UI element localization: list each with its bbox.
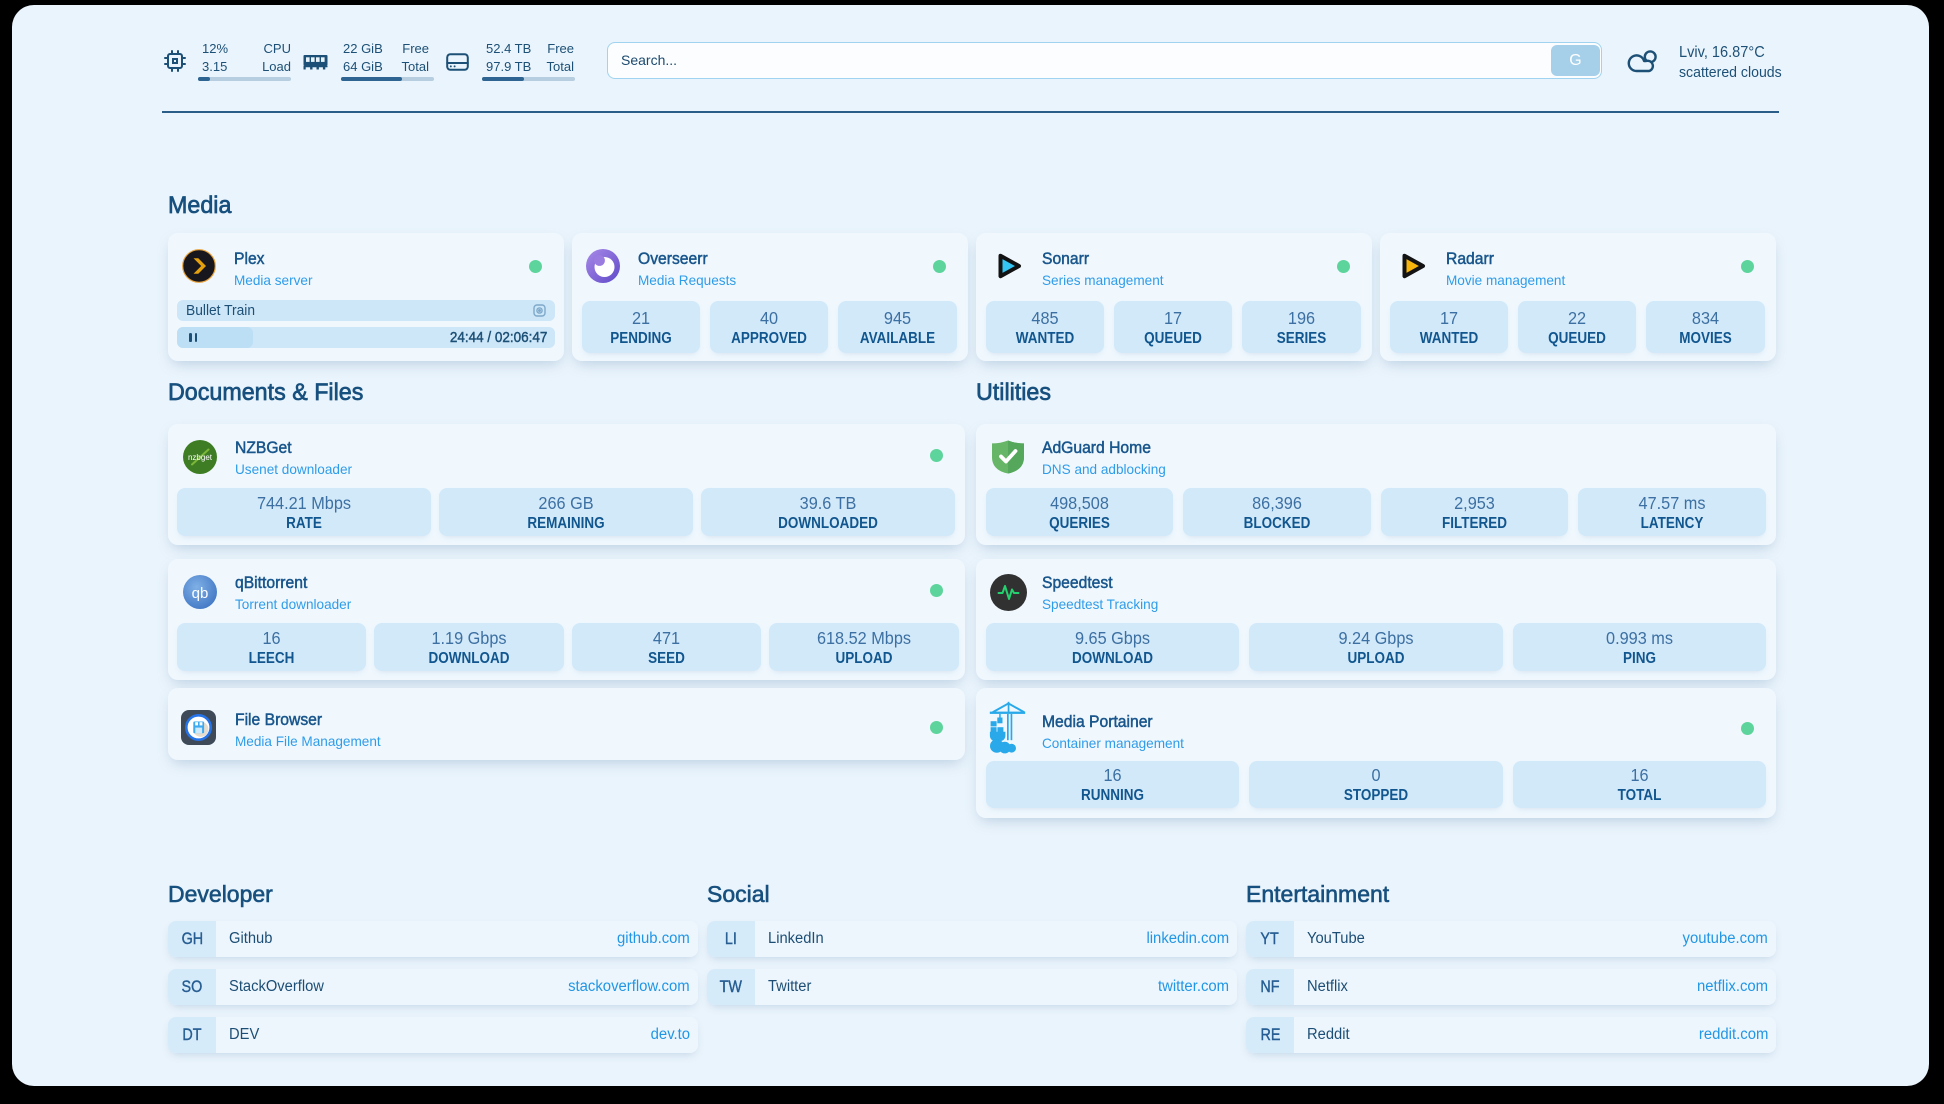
svg-text:nzbget: nzbget — [188, 453, 213, 462]
svg-text:qb: qb — [192, 585, 209, 602]
